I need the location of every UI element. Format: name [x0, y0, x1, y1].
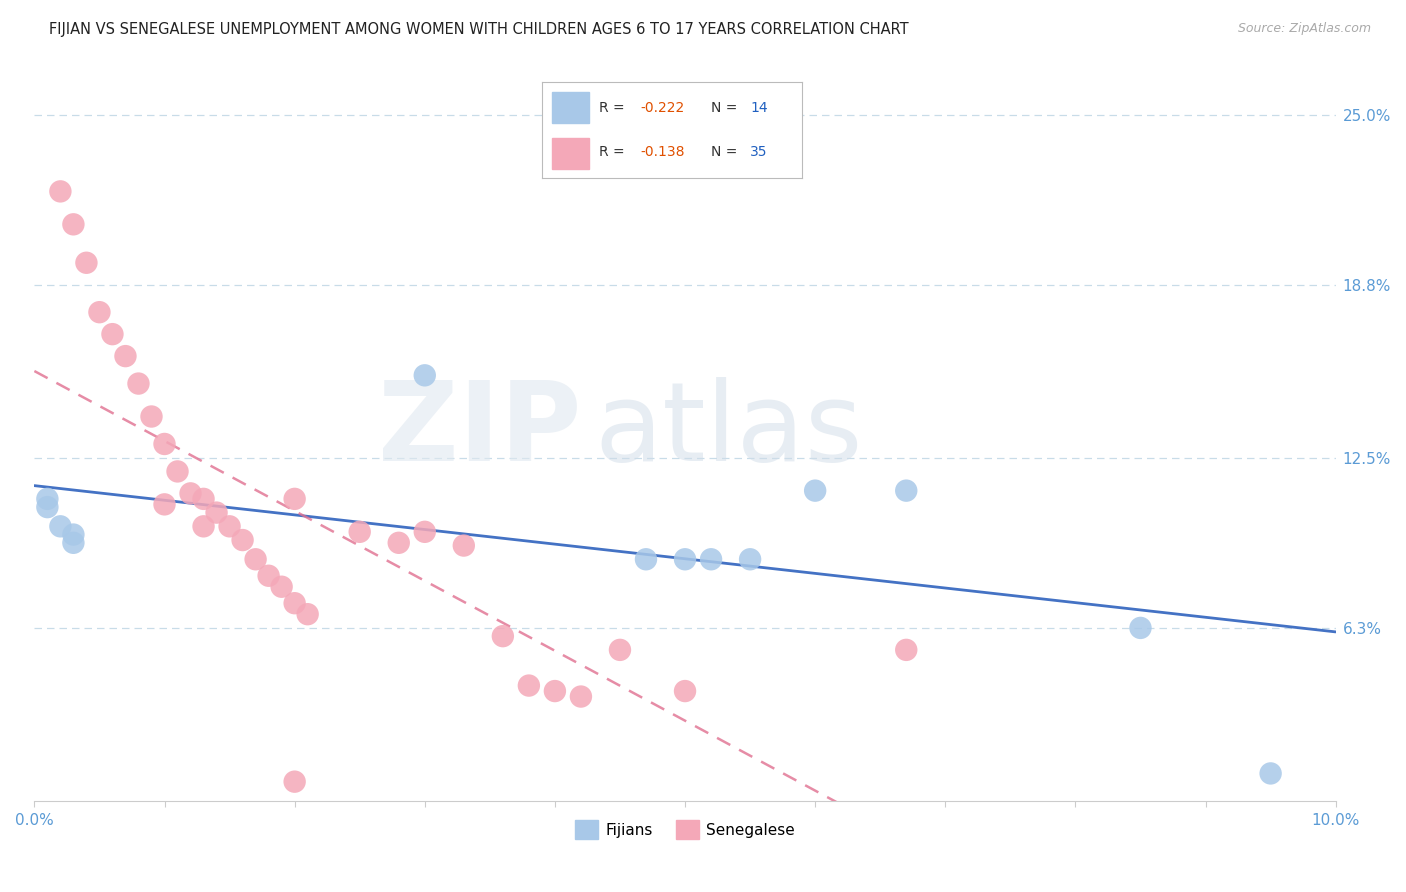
Point — [896, 483, 918, 498]
Point — [114, 349, 136, 363]
Point — [517, 679, 540, 693]
Point — [1129, 621, 1152, 635]
Point — [153, 497, 176, 511]
Point — [388, 536, 411, 550]
Point — [453, 539, 475, 553]
Point — [62, 527, 84, 541]
Point — [673, 684, 696, 698]
Point — [738, 552, 761, 566]
Legend: Fijians, Senegalese: Fijians, Senegalese — [569, 814, 801, 845]
Point — [270, 580, 292, 594]
Point — [284, 596, 307, 610]
Point — [49, 519, 72, 533]
Point — [75, 256, 97, 270]
Point — [37, 491, 59, 506]
Point — [89, 305, 111, 319]
Point — [62, 536, 84, 550]
Text: FIJIAN VS SENEGALESE UNEMPLOYMENT AMONG WOMEN WITH CHILDREN AGES 6 TO 17 YEARS C: FIJIAN VS SENEGALESE UNEMPLOYMENT AMONG … — [49, 22, 908, 37]
Point — [62, 217, 84, 231]
Point — [413, 524, 436, 539]
Point — [413, 368, 436, 383]
Point — [896, 643, 918, 657]
Point — [634, 552, 657, 566]
Text: Source: ZipAtlas.com: Source: ZipAtlas.com — [1237, 22, 1371, 36]
Point — [37, 500, 59, 515]
Point — [1260, 766, 1282, 780]
Point — [127, 376, 149, 391]
Point — [193, 519, 215, 533]
Point — [544, 684, 567, 698]
Point — [205, 506, 228, 520]
Point — [101, 327, 124, 342]
Point — [349, 524, 371, 539]
Point — [297, 607, 319, 622]
Point — [284, 491, 307, 506]
Point — [257, 568, 280, 582]
Point — [609, 643, 631, 657]
Point — [166, 465, 188, 479]
Point — [804, 483, 827, 498]
Point — [180, 486, 202, 500]
Point — [153, 437, 176, 451]
Point — [193, 491, 215, 506]
Point — [232, 533, 254, 547]
Point — [492, 629, 515, 643]
Text: ZIP: ZIP — [378, 376, 581, 483]
Point — [673, 552, 696, 566]
Point — [284, 774, 307, 789]
Point — [245, 552, 267, 566]
Point — [141, 409, 163, 424]
Point — [49, 185, 72, 199]
Point — [569, 690, 592, 704]
Text: atlas: atlas — [593, 376, 862, 483]
Point — [218, 519, 240, 533]
Point — [700, 552, 723, 566]
